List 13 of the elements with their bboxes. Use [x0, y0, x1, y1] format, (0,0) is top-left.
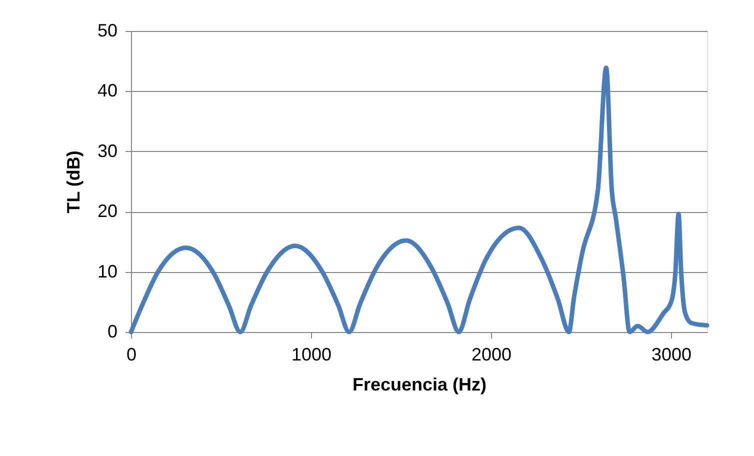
- line-series: [128, 65, 710, 334]
- x-tick-label: 1000: [291, 344, 332, 364]
- y-tick-label: 0: [107, 322, 118, 342]
- y-tick-label: 10: [97, 261, 118, 282]
- y-tick-label: 30: [97, 140, 118, 161]
- x-axis-title: Frecuencia (Hz): [352, 374, 487, 394]
- x-tick-label: 3000: [651, 344, 692, 364]
- y-axis-title: TL (dB): [63, 150, 84, 214]
- x-tick-label: 0: [126, 344, 137, 364]
- y-tick-label: 50: [97, 20, 118, 40]
- x-tick-label: 2000: [471, 344, 512, 364]
- y-tick-label: 40: [97, 80, 118, 101]
- y-tick-label: 20: [97, 201, 118, 222]
